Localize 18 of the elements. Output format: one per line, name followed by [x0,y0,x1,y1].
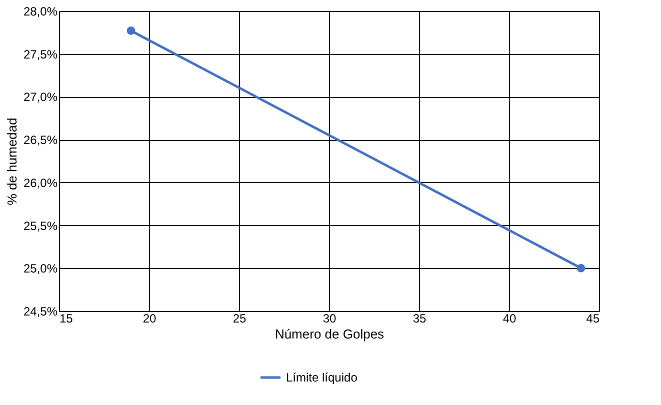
x-tick-label: 15 [60,312,74,326]
y-tick-label: 26,5% [23,133,58,148]
y-tick-label: 25,0% [23,262,58,276]
y-tick-label: 27,5% [23,47,58,62]
x-tick-label: 30 [322,312,336,326]
x-axis-title: Número de Golpes [274,326,385,342]
y-tick-label: 27,0% [23,90,58,104]
y-tick-label: 28,0% [23,4,58,18]
y-tick-label: 26,0% [23,176,58,190]
y-tick-label: 24,5% [23,304,58,318]
x-tick-label: 35 [412,312,426,326]
x-tick-label: 20 [142,312,156,326]
y-axis-title: % de humedad [4,118,20,206]
legend-label: Límite líquido [286,370,358,384]
y-tick-label: 25,5% [23,218,58,233]
x-tick-label: 25 [232,312,246,326]
x-tick-label: 40 [502,312,516,326]
x-tick-label: 45 [586,312,600,326]
